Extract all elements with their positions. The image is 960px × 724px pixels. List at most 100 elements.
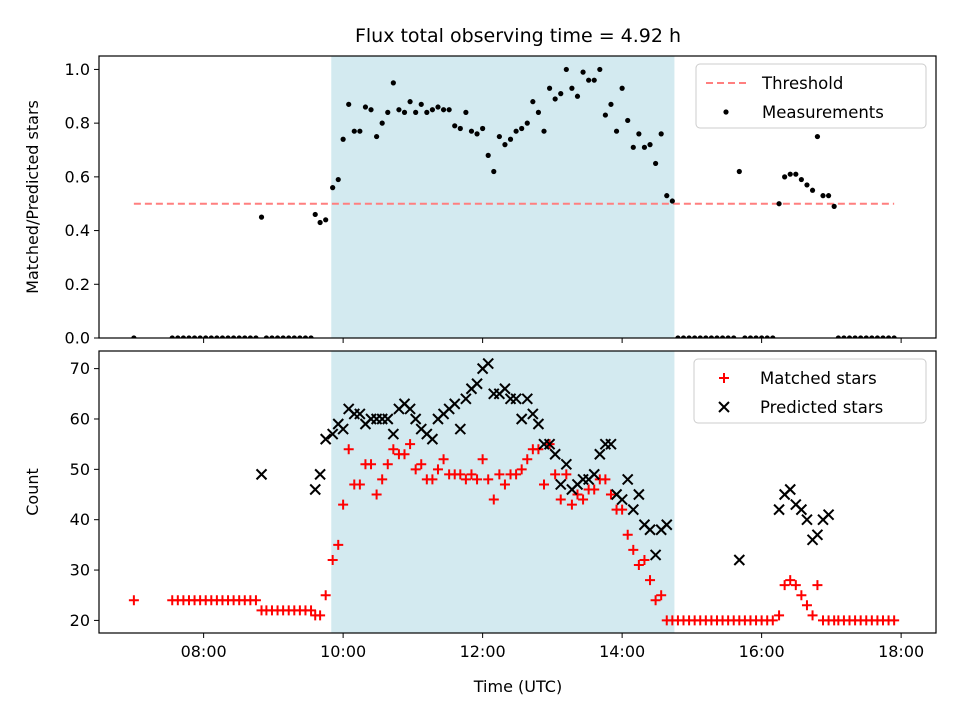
- data-point: [483, 474, 494, 485]
- data-point: [773, 503, 785, 516]
- bottom-panel: 20 30 40 50 60 70 08:00 10:00 12:00 14:00 16:00 18:…: [23, 350, 937, 661]
- data-point: [435, 104, 441, 110]
- data-point: [449, 398, 461, 410]
- data-point: [340, 136, 346, 142]
- data-point: [371, 489, 382, 500]
- legend-swatch: [723, 109, 729, 115]
- data-point: [742, 335, 748, 338]
- plot-area: [128, 357, 900, 626]
- data-point: [731, 335, 737, 338]
- legend-box: [695, 63, 927, 129]
- data-point: [539, 479, 550, 490]
- data-point: [697, 335, 703, 338]
- x-tick-label: 12:00: [460, 642, 506, 661]
- data-point: [811, 529, 824, 541]
- data-point: [889, 615, 900, 626]
- data-point: [432, 464, 443, 475]
- data-point: [507, 136, 514, 142]
- data-point: [630, 144, 636, 150]
- data-point: [446, 107, 452, 113]
- observing-window-span: [331, 351, 675, 633]
- data-point: [317, 219, 323, 226]
- data-point: [617, 504, 628, 515]
- data-point: [578, 494, 589, 505]
- data-point: [510, 393, 522, 405]
- data-point: [622, 529, 633, 540]
- legend-box: [693, 358, 927, 424]
- data-point: [482, 357, 494, 370]
- y-tick-label: 0.0: [65, 329, 90, 348]
- data-point: [463, 109, 469, 115]
- data-point: [809, 187, 816, 193]
- data-point: [291, 335, 297, 338]
- data-point: [468, 128, 475, 134]
- data-point: [280, 335, 286, 338]
- data-point: [208, 335, 214, 338]
- data-point: [647, 142, 653, 148]
- data-point: [236, 335, 242, 338]
- data-point: [795, 503, 808, 516]
- data-point: [258, 214, 265, 220]
- data-point: [597, 66, 603, 73]
- axes-frame: [98, 55, 937, 339]
- data-point: [572, 489, 583, 500]
- data-point: [733, 554, 746, 566]
- legend-entry: Predicted stars: [760, 398, 883, 417]
- legend: Matched stars Predicted stars: [693, 358, 927, 424]
- data-point: [426, 433, 439, 445]
- data-point: [494, 469, 505, 480]
- observing-window-span: [331, 56, 675, 338]
- data-point: [330, 185, 336, 191]
- data-point: [552, 96, 558, 102]
- data-point: [471, 378, 483, 390]
- data-point: [639, 554, 650, 565]
- data-point: [429, 107, 436, 113]
- data-point: [440, 107, 447, 113]
- data-point: [438, 454, 449, 465]
- data-point: [664, 193, 670, 199]
- data-point: [846, 335, 853, 338]
- data-point: [591, 77, 597, 83]
- data-point: [790, 580, 801, 591]
- data-point: [499, 479, 510, 490]
- data-point: [793, 171, 799, 177]
- data-point: [779, 580, 790, 591]
- y-tick-label: 0.8: [65, 114, 90, 133]
- data-point: [366, 459, 377, 470]
- data-point: [455, 469, 466, 480]
- data-point: [180, 335, 186, 338]
- data-point: [619, 85, 625, 91]
- data-point: [533, 444, 544, 455]
- data-point: [764, 335, 770, 338]
- data-point: [541, 128, 547, 134]
- data-point: [546, 85, 553, 91]
- data-point: [480, 125, 486, 132]
- data-point: [522, 454, 533, 465]
- data-point: [798, 176, 804, 183]
- data-point: [605, 489, 616, 500]
- data-point: [219, 335, 226, 338]
- y-tick-label: 70: [70, 359, 90, 378]
- data-point: [327, 554, 338, 565]
- y-tick-label: 0.6: [65, 167, 90, 186]
- data-point: [407, 99, 413, 105]
- data-point: [274, 335, 281, 338]
- data-point: [653, 160, 659, 167]
- data-point: [820, 193, 826, 199]
- data-point: [835, 335, 841, 338]
- data-point: [466, 469, 477, 480]
- data-point: [214, 335, 220, 338]
- y-tick-label: 0.4: [65, 221, 90, 240]
- data-point: [535, 109, 542, 115]
- data-point: [558, 91, 564, 97]
- data-point: [186, 335, 192, 338]
- data-point: [405, 439, 416, 450]
- data-point: [561, 469, 572, 480]
- y-tick-label: 40: [70, 510, 90, 529]
- legend: Threshold Measurements: [695, 63, 927, 129]
- data-point: [315, 610, 326, 621]
- data-point: [314, 468, 326, 481]
- data-point: [309, 483, 321, 496]
- data-point: [385, 109, 391, 115]
- data-point: [379, 120, 385, 126]
